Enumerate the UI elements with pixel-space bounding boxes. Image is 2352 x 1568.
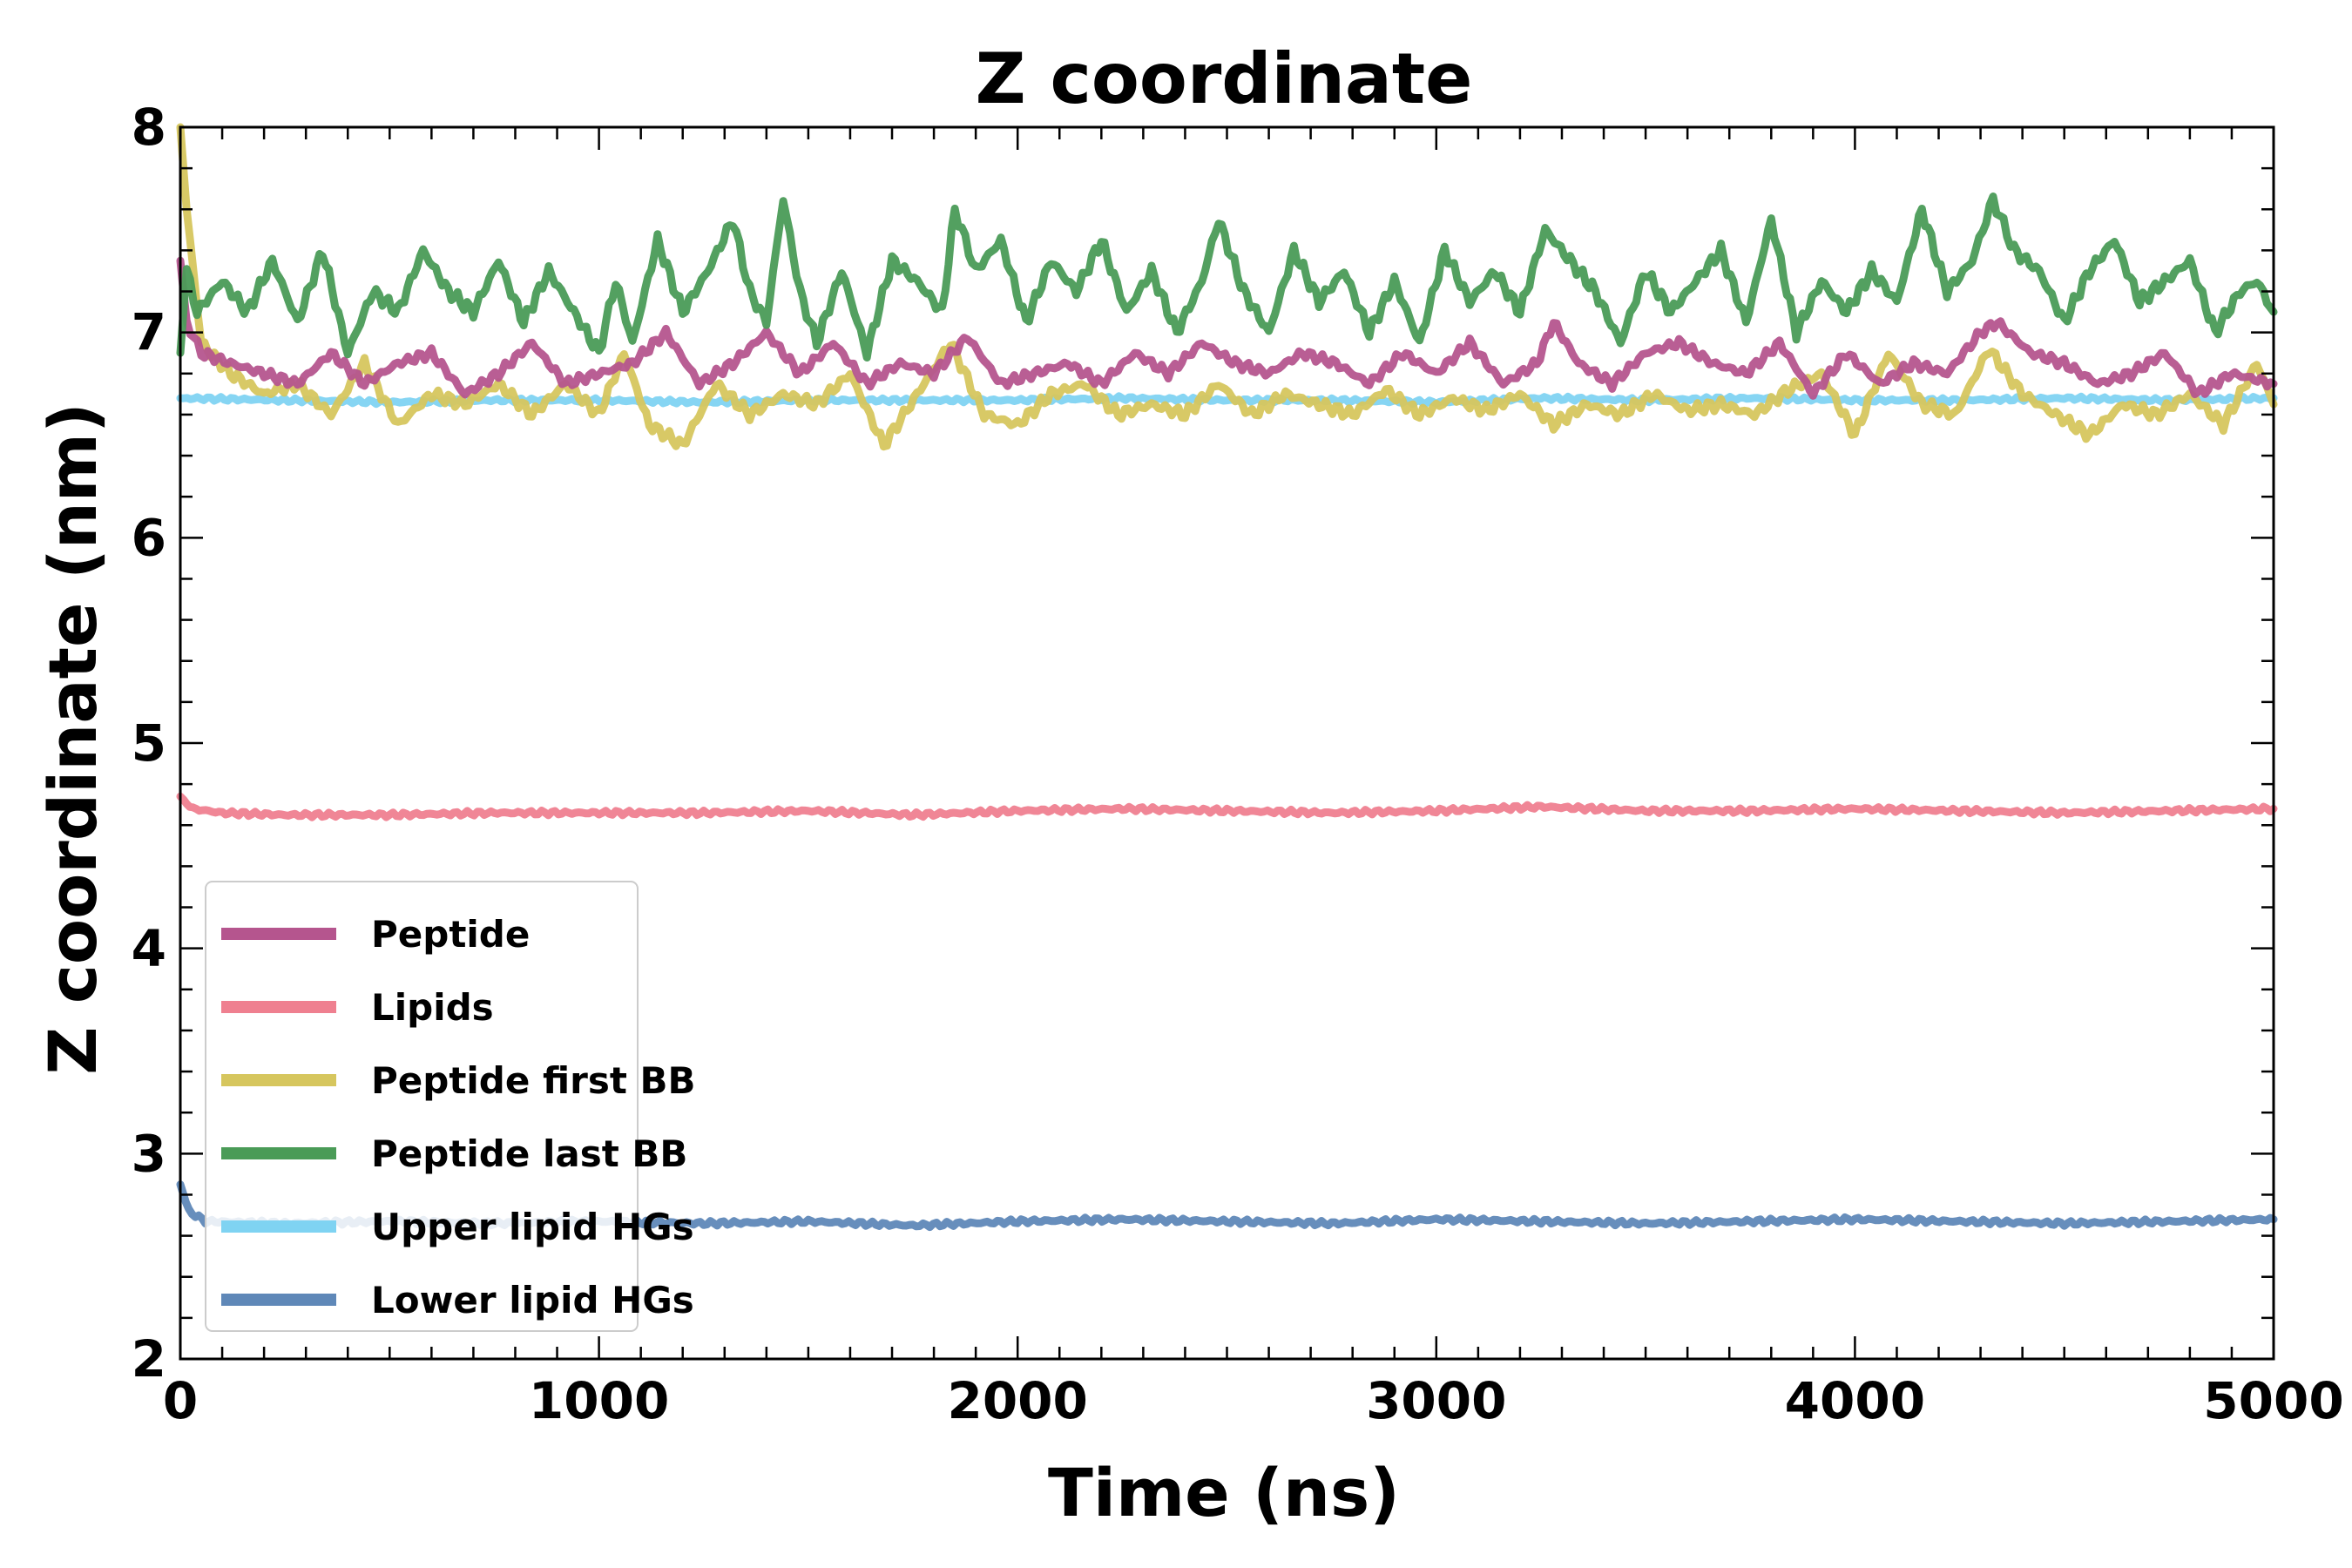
legend-label: Lipids [371,986,494,1029]
y-tick-label: 7 [132,303,166,362]
chart-title: Z coordinate [976,38,1473,119]
x-tick-label: 0 [163,1371,198,1430]
legend-label: Peptide [371,913,530,956]
x-tick-label: 4000 [1785,1371,1925,1430]
legend-label: Upper lipid HGs [371,1206,694,1248]
series-line-peptide-first-bb [176,123,2278,451]
series-line-lipids [176,792,2278,821]
series-line-peptide [176,256,2278,400]
x-axis-label: Time (ns) [1048,1454,1400,1531]
legend-label: Lower lipid HGs [371,1279,694,1321]
y-tick-label: 2 [132,1329,166,1389]
y-tick-label: 5 [132,713,166,773]
x-tick-label: 5000 [2203,1371,2343,1430]
y-axis: 2 3 4 5 6 7 8 [132,98,2274,1389]
y-tick-label: 4 [132,919,166,978]
x-tick-label: 3000 [1366,1371,1506,1430]
y-tick-label: 6 [132,508,166,567]
y-axis-label: Z coordinate (nm) [34,402,112,1074]
x-tick-label: 1000 [529,1371,669,1430]
x-axis: 0 1000 2000 3000 4000 5000 [163,127,2344,1430]
y-tick-label: 3 [132,1124,166,1183]
series-line-peptide-last-bb [176,193,2278,362]
legend: Peptide Lipids Peptide first BB Peptide las… [205,881,696,1332]
legend-box [205,881,639,1332]
legend-label: Peptide last BB [371,1132,687,1175]
legend-label: Peptide first BB [371,1059,696,1102]
y-tick-label: 8 [132,98,166,157]
x-tick-label: 2000 [947,1371,1087,1430]
